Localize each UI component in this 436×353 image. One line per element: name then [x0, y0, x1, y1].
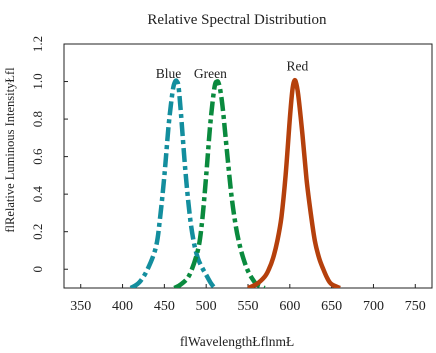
x-tick-label: 450: [154, 299, 175, 314]
series-line-green: [173, 79, 266, 288]
y-tick-label: 0.6: [30, 148, 45, 165]
y-tick-label: 1.0: [30, 73, 45, 89]
x-tick-label: 600: [279, 299, 300, 314]
y-tick-label: 0: [30, 266, 45, 273]
y-tick-label: 0.2: [30, 224, 45, 240]
x-tick-label: 700: [363, 299, 384, 314]
x-tick-label: 500: [196, 299, 217, 314]
y-tick-label: 1.2: [30, 36, 45, 52]
y-axis-label: flRelative Luminous IntensityŁfl: [3, 67, 17, 233]
x-tick-label: 650: [321, 299, 342, 314]
series-label-green: Green: [194, 66, 227, 81]
x-tick-label: 550: [238, 299, 259, 314]
y-tick-label: 0.4: [30, 186, 45, 203]
x-tick-label: 350: [70, 299, 91, 314]
y-tick-label: 0.8: [30, 111, 45, 127]
plot-frame: [63, 43, 433, 289]
series-label-red: Red: [286, 58, 308, 73]
x-axis-label: flWavelengthŁflnmŁ: [180, 334, 294, 349]
series-label-blue: Blue: [156, 66, 182, 81]
series-line-blue: [129, 78, 217, 288]
chart-title: Relative Spectral Distribution: [147, 12, 327, 28]
series-line-red: [247, 77, 341, 288]
x-tick-label: 750: [405, 299, 426, 314]
x-tick-label: 400: [112, 299, 133, 314]
